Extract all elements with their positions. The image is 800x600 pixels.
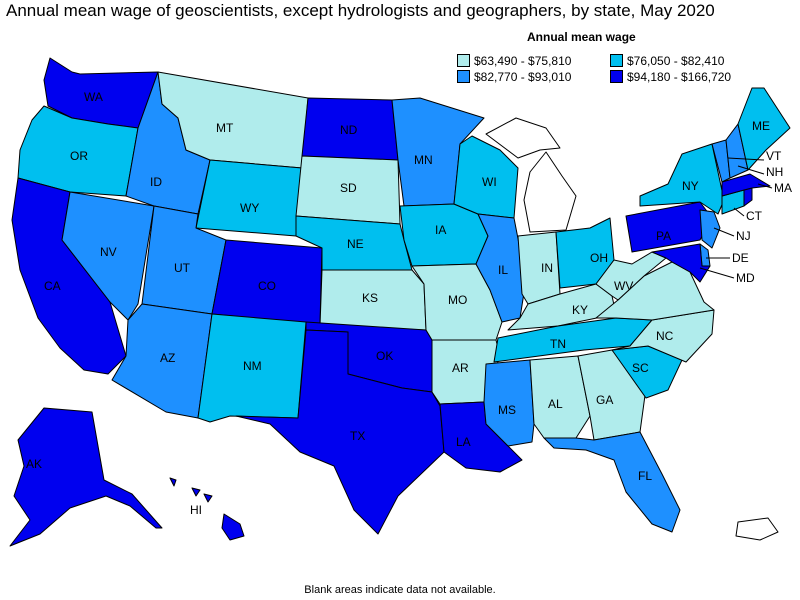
state-label-wa: WA [84, 90, 103, 104]
state-label-mn: MN [414, 153, 433, 167]
state-label-wi: WI [482, 175, 497, 189]
state-label-sc: SC [632, 361, 649, 375]
state-label-or: OR [70, 149, 88, 163]
callout-line-ma [757, 183, 773, 189]
state-mi[interactable] [485, 117, 577, 233]
map-title: Annual mean wage of geoscientists, excep… [6, 1, 715, 20]
legend-item-bin-1: $63,490 - $75,810 [457, 54, 571, 68]
state-me[interactable] [737, 87, 791, 171]
callout-line-nh [737, 165, 765, 175]
state-ak[interactable] [9, 407, 163, 547]
legend-swatch [457, 54, 470, 67]
state-label-ma: MA [774, 181, 792, 195]
state-label-al: AL [548, 397, 563, 411]
state-label-vt: VT [766, 149, 782, 163]
state-label-ny: NY [682, 179, 699, 193]
callout-line-vt [727, 157, 765, 161]
legend-item-bin-4: $94,180 - $166,720 [610, 70, 731, 84]
state-label-ar: AR [452, 361, 469, 375]
state-or[interactable] [17, 105, 139, 197]
callout-line-ct [733, 207, 745, 217]
footnote: Blank areas indicate data not available. [304, 584, 496, 596]
callout-line-nj [713, 227, 735, 237]
state-label-ks: KS [362, 291, 378, 305]
state-tx[interactable] [235, 329, 445, 535]
callout-lines [699, 157, 773, 279]
state-label-nj: NJ [736, 229, 751, 243]
state-label-sd: SD [340, 181, 357, 195]
state-label-ak: AK [26, 457, 42, 471]
state-label-tn: TN [550, 337, 566, 351]
state-label-tx: TX [350, 429, 365, 443]
state-label-id: ID [150, 175, 162, 189]
state-wy[interactable] [195, 159, 303, 237]
state-label-md: MD [736, 271, 755, 285]
state-label-fl: FL [638, 469, 652, 483]
legend-label: $82,770 - $93,010 [474, 70, 572, 84]
state-md[interactable] [651, 243, 711, 283]
callout-line-md [699, 267, 735, 279]
legend-label: $76,050 - $82,410 [627, 54, 725, 68]
legend-swatch [457, 70, 470, 83]
state-hi[interactable] [169, 477, 245, 541]
state-label-pa: PA [656, 229, 671, 243]
state-label-wy: WY [240, 201, 259, 215]
state-label-ga: GA [596, 393, 613, 407]
state-ma[interactable] [721, 173, 771, 197]
state-nj[interactable] [699, 209, 721, 249]
state-fl[interactable] [543, 431, 681, 533]
legend: Annual mean wage $63,490 - $75,810 $76,0… [455, 30, 785, 90]
state-label-ok: OK [376, 349, 393, 363]
state-wi[interactable] [453, 135, 519, 219]
state-label-nc: NC [656, 329, 674, 343]
state-label-ky: KY [572, 303, 588, 317]
state-label-wv: WV [614, 279, 633, 293]
state-ri[interactable] [743, 187, 753, 207]
state-label-nd: ND [340, 123, 358, 137]
state-label-az: AZ [160, 351, 175, 365]
state-label-mo: MO [448, 293, 467, 307]
state-labels: WA OR CA NV ID MT WY UT AZ CO NM ND SD N… [26, 90, 792, 517]
state-label-nv: NV [100, 245, 117, 259]
legend-label: $63,490 - $75,810 [474, 54, 572, 68]
state-label-ia: IA [435, 223, 446, 237]
state-label-me: ME [752, 119, 770, 133]
state-label-nm: NM [243, 359, 262, 373]
state-label-ms: MS [498, 403, 516, 417]
state-label-mt: MT [216, 121, 234, 135]
legend-swatch [610, 70, 623, 83]
legend-swatch [610, 54, 623, 67]
state-label-oh: OH [590, 251, 608, 265]
legend-title: Annual mean wage [527, 30, 636, 44]
state-label-de: DE [732, 251, 749, 265]
state-label-nh: NH [766, 165, 783, 179]
state-label-ct: CT [746, 209, 763, 223]
state-pr[interactable] [735, 517, 779, 541]
state-label-hi: HI [190, 503, 202, 517]
state-label-ca: CA [44, 279, 61, 293]
state-in[interactable] [517, 231, 561, 305]
legend-item-bin-2: $76,050 - $82,410 [610, 54, 724, 68]
legend-item-bin-3: $82,770 - $93,010 [457, 70, 571, 84]
state-label-ut: UT [174, 261, 191, 275]
state-label-il: IL [498, 263, 508, 277]
state-label-la: LA [456, 435, 471, 449]
state-label-co: CO [258, 279, 276, 293]
legend-label: $94,180 - $166,720 [627, 70, 732, 84]
state-label-in: IN [541, 261, 553, 275]
state-label-ne: NE [347, 237, 364, 251]
